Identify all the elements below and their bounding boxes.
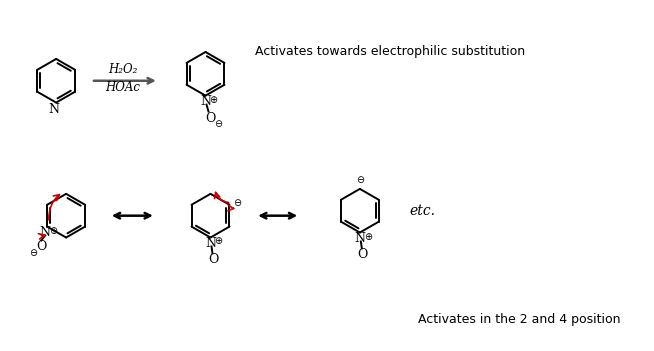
Text: ⊖: ⊖ <box>356 175 364 185</box>
Text: O: O <box>36 240 46 253</box>
Text: ⊕: ⊕ <box>215 237 222 246</box>
Text: N: N <box>200 95 211 108</box>
Text: ⊕: ⊕ <box>209 95 218 105</box>
Text: O: O <box>358 248 368 261</box>
Text: N: N <box>205 237 216 250</box>
Text: O: O <box>208 253 218 266</box>
Text: N: N <box>48 103 60 116</box>
Text: ⊖: ⊖ <box>29 249 37 258</box>
Text: Activates in the 2 and 4 position: Activates in the 2 and 4 position <box>418 313 621 326</box>
Text: ⊖: ⊖ <box>215 119 222 130</box>
Text: ⊖: ⊖ <box>233 198 241 208</box>
Text: N: N <box>40 226 50 239</box>
Text: N: N <box>354 232 366 245</box>
Text: ⊕: ⊕ <box>364 232 372 241</box>
Text: HOAc: HOAc <box>105 81 141 94</box>
Text: etc.: etc. <box>409 204 436 218</box>
Text: O: O <box>205 112 216 125</box>
Text: H₂O₂: H₂O₂ <box>108 63 137 77</box>
Text: ⊕: ⊕ <box>49 226 57 236</box>
Text: Activates towards electrophilic substitution: Activates towards electrophilic substitu… <box>254 46 525 59</box>
